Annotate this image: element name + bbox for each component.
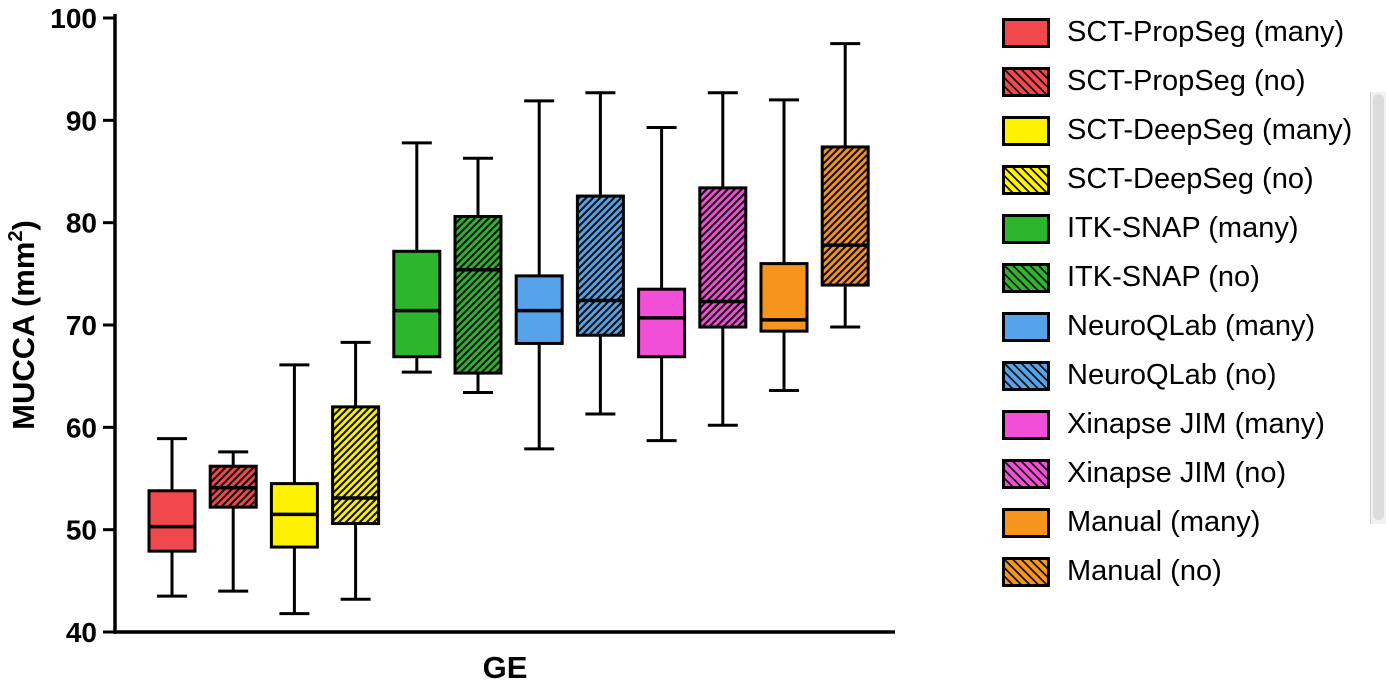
legend-swatch-hatched [1002,458,1050,489]
legend-item: ITK-SNAP (many) [1002,204,1362,253]
legend-swatch-solid [1002,115,1050,146]
boxplot-series [208,450,258,593]
y-tick-label: 100 [50,3,97,34]
y-tick-label: 40 [66,617,97,648]
legend-label: Manual (many) [1067,506,1261,538]
boxplot-series [575,91,625,416]
legend-item: SCT-PropSeg (many) [1002,8,1362,57]
legend-label: Manual (no) [1067,555,1222,587]
legend-item: SCT-DeepSeg (many) [1002,106,1362,155]
legend-label: ITK-SNAP (many) [1067,212,1299,244]
boxplot-series [637,125,687,443]
y-tick-label: 50 [66,515,97,546]
scrollbar-thumb[interactable] [1373,94,1384,520]
legend-item: Manual (many) [1002,498,1362,547]
legend-label: SCT-DeepSeg (many) [1067,114,1353,146]
legend-swatch-hatched [1002,164,1050,195]
boxplot-series [759,98,809,392]
boxplot-chart: 40 50 60 70 80 90 100 MUCCA (mm2) GE [5,3,895,685]
legend-label: NeuroQLab (no) [1067,359,1277,391]
legend-label: Xinapse JIM (many) [1067,408,1325,440]
legend-item: Xinapse JIM (many) [1002,400,1362,449]
y-tick-label: 60 [66,412,97,443]
legend-swatch-hatched [1002,556,1050,587]
box [392,249,442,359]
legend-swatch-solid [1002,409,1050,440]
legend-swatch-hatched [1002,360,1050,391]
box [575,194,625,337]
boxplot-series [453,156,503,395]
x-axis-title: GE [483,650,528,685]
legend-swatch-solid [1002,213,1050,244]
legend-swatch-solid [1002,17,1050,48]
y-tick-label: 70 [66,310,97,341]
legend-label: ITK-SNAP (no) [1067,261,1260,293]
boxplot-series [269,363,319,616]
boxplot-series [331,340,381,601]
box [698,186,748,329]
box [637,287,687,359]
boxplot-series [147,437,197,598]
scrollbar-track[interactable] [1370,92,1386,524]
boxplot-series [698,91,748,427]
box [820,145,870,287]
legend-label: SCT-DeepSeg (no) [1067,163,1314,195]
boxplot-series [820,42,870,329]
legend-label: SCT-PropSeg (many) [1067,16,1345,48]
box [331,405,381,526]
y-tick-label: 80 [66,208,97,239]
chart-legend: SCT-PropSeg (many) SCT-PropSeg (no) SCT-De… [1002,8,1362,596]
legend-swatch-hatched [1002,66,1050,97]
legend-swatch-solid [1002,507,1050,538]
y-axis-title: MUCCA (mm2) [5,220,41,430]
boxplot-series [392,141,442,374]
y-tick-label: 90 [66,105,97,136]
legend-item: NeuroQLab (many) [1002,302,1362,351]
legend-item: Manual (no) [1002,547,1362,596]
legend-swatch-hatched [1002,262,1050,293]
box [453,215,503,375]
legend-item: SCT-PropSeg (no) [1002,57,1362,106]
legend-label: NeuroQLab (many) [1067,310,1316,342]
axes: 40 50 60 70 80 90 100 MUCCA (mm2) GE [5,3,895,685]
boxplot-canvas: 40 50 60 70 80 90 100 MUCCA (mm2) GE [5,3,895,685]
legend-item: Xinapse JIM (no) [1002,449,1362,498]
legend-item: NeuroQLab (no) [1002,351,1362,400]
box [147,489,197,553]
legend-label: SCT-PropSeg (no) [1067,65,1306,97]
legend-item: SCT-DeepSeg (no) [1002,155,1362,204]
legend-item: ITK-SNAP (no) [1002,253,1362,302]
legend-swatch-solid [1002,311,1050,342]
boxplot-series [514,99,564,451]
legend-label: Xinapse JIM (no) [1067,457,1287,489]
